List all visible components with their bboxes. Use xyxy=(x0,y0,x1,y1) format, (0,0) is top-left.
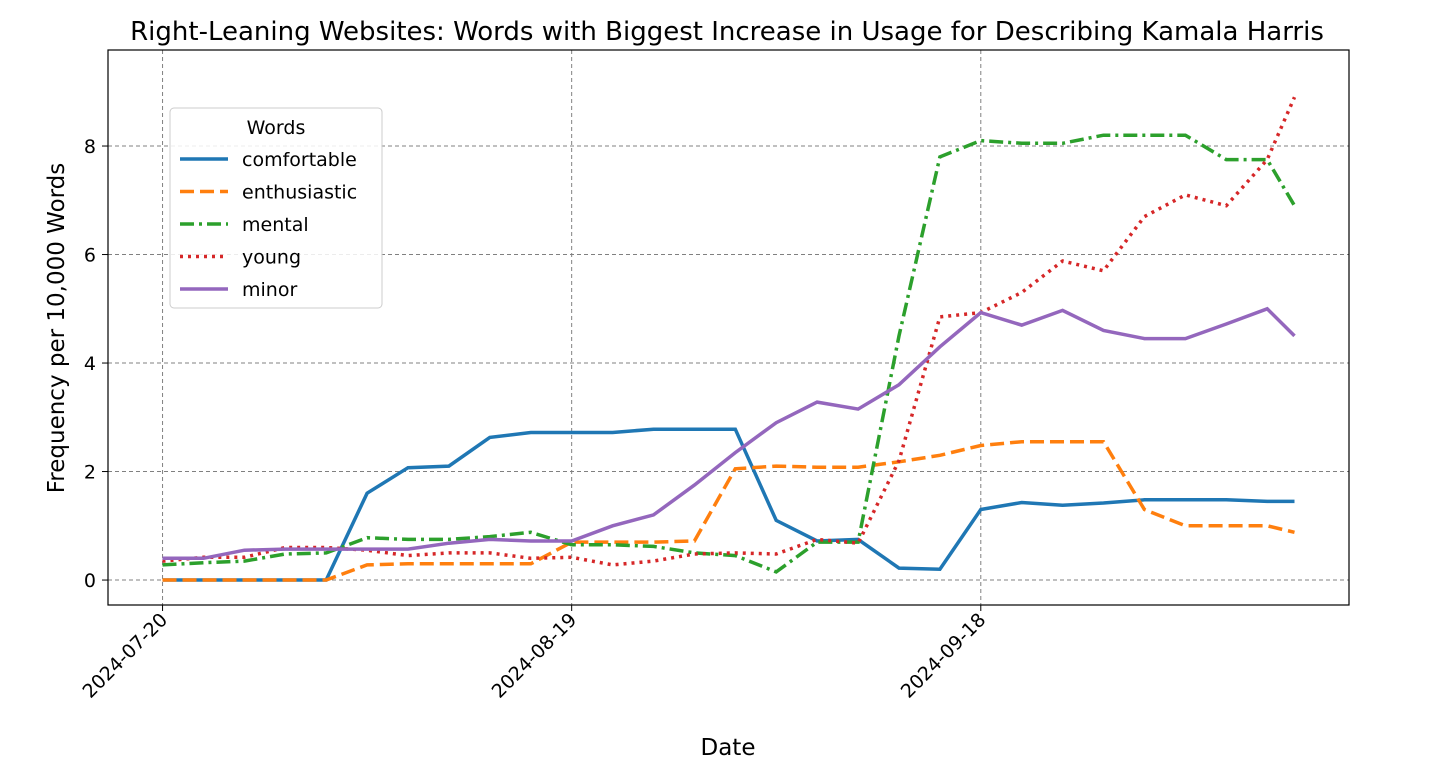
x-tick-label: 2024-09-18 xyxy=(897,609,991,703)
series-line xyxy=(162,133,1297,574)
series-line xyxy=(162,427,1295,582)
legend-label: comfortable xyxy=(242,149,357,171)
y-tick-label: 8 xyxy=(84,136,96,158)
y-tick-label: 0 xyxy=(84,570,96,592)
y-tick-label: 4 xyxy=(84,353,96,375)
y-axis-label: Frequency per 10,000 Words xyxy=(44,163,70,494)
x-tick-label: 2024-08-19 xyxy=(488,609,582,703)
legend-label: mental xyxy=(242,214,309,236)
x-axis-label: Date xyxy=(701,735,756,761)
plot-frame xyxy=(107,49,1350,606)
legend-label: minor xyxy=(242,279,297,301)
y-tick-label: 2 xyxy=(84,462,96,484)
legend-title: Words xyxy=(247,117,306,139)
legend-label: young xyxy=(242,247,301,269)
series-line xyxy=(162,439,1295,582)
legend-label: enthusiastic xyxy=(242,182,357,204)
y-tick-label: 6 xyxy=(84,245,96,267)
x-tick-label: 2024-07-20 xyxy=(78,609,172,703)
chart-title: Right-Leaning Websites: Words with Bigge… xyxy=(130,17,1324,47)
series-line xyxy=(162,306,1296,561)
